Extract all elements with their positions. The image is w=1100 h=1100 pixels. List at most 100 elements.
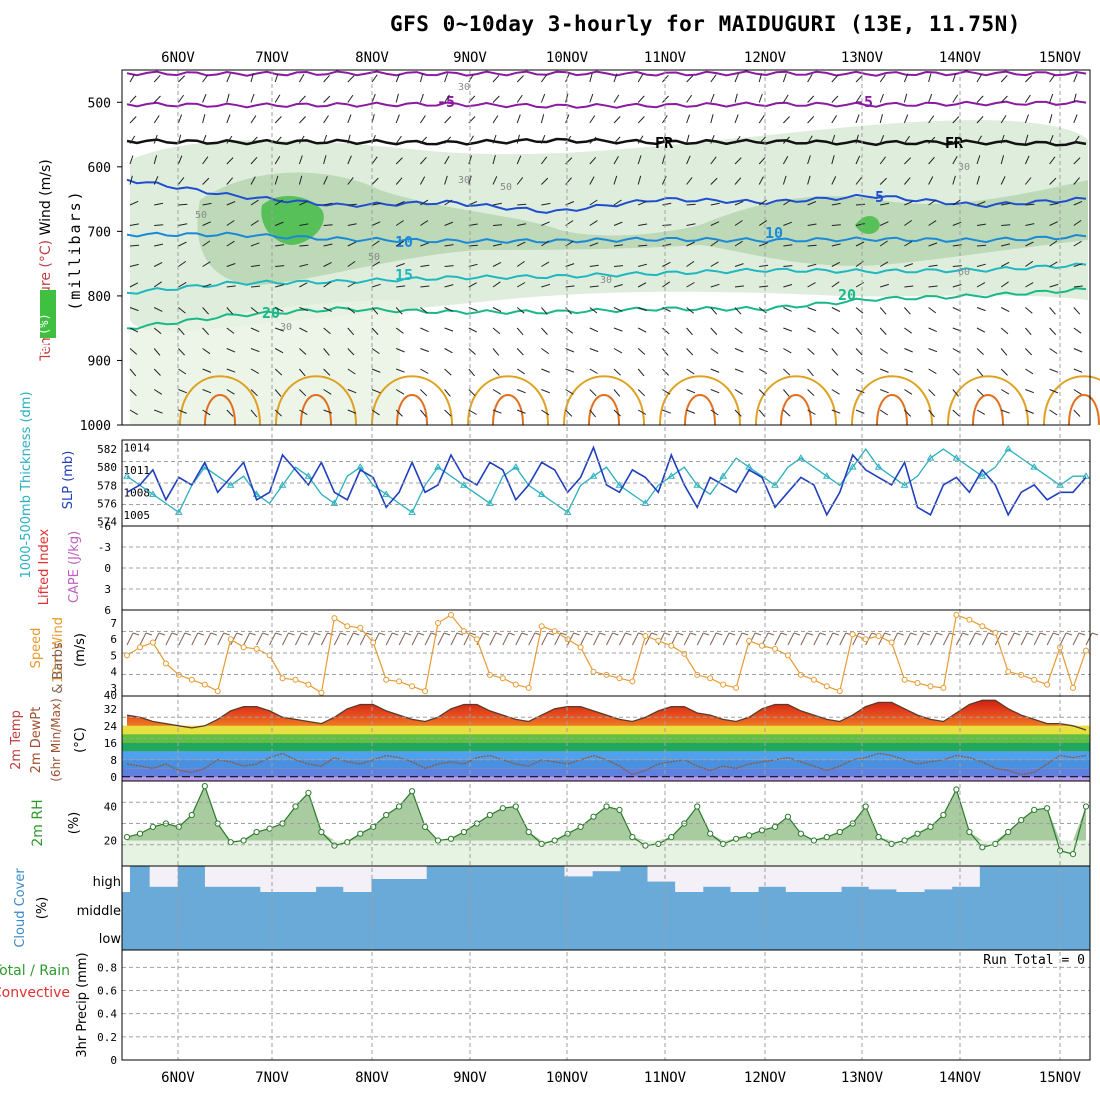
wind-barb — [855, 114, 860, 124]
wind-barb — [1001, 409, 1010, 414]
wind-barb — [734, 348, 744, 353]
wind-barb — [783, 244, 793, 247]
wind-barb — [395, 409, 403, 417]
wind-barb — [710, 93, 715, 103]
wind-speed-point — [1031, 676, 1038, 683]
wind-barb — [468, 175, 472, 185]
wind-barb — [347, 307, 356, 314]
wind-10m-barb — [619, 632, 626, 646]
wind-10m-barb — [936, 632, 943, 636]
wind-10m-barb — [282, 632, 289, 646]
thickness-marker — [460, 481, 468, 488]
cloud-gap — [675, 866, 704, 892]
cloud-gap — [647, 866, 676, 882]
wind-10m-barb — [1085, 632, 1093, 646]
wind-barb — [1025, 260, 1034, 267]
wind-barb — [904, 409, 912, 417]
wind-barb — [420, 389, 428, 397]
wind-barb — [226, 240, 235, 247]
wind-barb — [153, 327, 162, 335]
wind-barb — [952, 348, 961, 354]
wind-barb — [178, 307, 186, 314]
wind-barb — [275, 221, 284, 226]
wind-barb — [928, 242, 938, 247]
wind-barb — [638, 200, 647, 206]
wind-speed-point — [1083, 647, 1089, 654]
wind-barb — [347, 134, 351, 144]
wind-barb — [1025, 327, 1032, 336]
wind-speed-point — [201, 681, 208, 688]
wind-barb — [226, 368, 236, 373]
wind-barb — [734, 389, 743, 395]
wind-barb — [153, 155, 158, 165]
wind-barb — [541, 156, 548, 165]
pressure-axis-label: (millibars) — [66, 189, 84, 310]
wind-barb — [202, 368, 212, 373]
wind-barb — [420, 156, 427, 165]
wind-10m-barb — [631, 632, 639, 646]
wind-barb — [1049, 114, 1053, 124]
wind-barb — [153, 368, 161, 376]
wind-barb — [976, 74, 983, 83]
wind-barb — [855, 134, 859, 144]
wind-barb — [371, 156, 378, 165]
thickness-marker — [978, 472, 987, 479]
precip-tick: 0.8 — [97, 961, 117, 974]
rh-point — [201, 783, 208, 790]
wind-barb — [758, 327, 768, 333]
wind-barb — [1024, 155, 1030, 165]
wind-barb — [928, 156, 935, 165]
wind-10m-barb — [793, 632, 801, 636]
wind-barb — [1049, 135, 1054, 144]
date-label-top: 13NOV — [841, 50, 884, 66]
wind-10m-barb — [703, 632, 710, 636]
rh-point — [810, 837, 818, 844]
wind-barb — [831, 409, 841, 414]
isotherm-30 — [684, 394, 716, 426]
wind-barb — [565, 135, 572, 144]
isotherm-line — [126, 100, 1087, 109]
date-label-top: 8NOV — [355, 50, 389, 66]
wind-barb — [129, 409, 138, 416]
wind-barb — [662, 368, 670, 376]
wind-barb — [541, 177, 549, 185]
wind-barb — [420, 409, 427, 418]
wind-barb — [420, 199, 429, 206]
cloud-gap — [122, 866, 130, 892]
wind-10m-barb — [741, 632, 749, 636]
wind-barb — [444, 368, 452, 376]
wind-barb — [637, 327, 647, 333]
wind-barb — [758, 136, 766, 144]
wind-barb — [395, 114, 400, 124]
wind-barb — [807, 116, 815, 124]
wind-barb — [879, 327, 887, 335]
wind-10m-barb — [690, 632, 697, 636]
thickness-marker — [1004, 445, 1013, 452]
wind-barb — [274, 199, 283, 206]
wind-barb — [347, 155, 352, 165]
wind-barb — [420, 348, 429, 353]
wind-barb — [565, 285, 575, 288]
rh-point — [940, 811, 947, 819]
temp-line — [126, 699, 1087, 731]
wind-10m-barb — [301, 632, 308, 636]
wind-barb — [758, 368, 768, 375]
cloud-unit-label: (%) — [35, 897, 50, 920]
wind-barb — [637, 282, 647, 288]
wind-barb — [395, 327, 404, 334]
wind-barb — [275, 265, 285, 267]
wind-10m-barb — [677, 632, 684, 636]
wind-barb — [855, 389, 865, 394]
wind-barb — [686, 389, 696, 394]
wind-barb — [202, 177, 210, 185]
isotherm-30 — [780, 394, 812, 426]
cloud-gap — [924, 866, 953, 890]
wind-barb — [492, 176, 498, 185]
wind-barb — [831, 327, 839, 335]
wind-barb — [1073, 114, 1078, 124]
wind-barb — [710, 389, 720, 394]
wind-barb — [1025, 368, 1034, 375]
wind-speed-point — [124, 652, 130, 659]
wind-barb — [323, 243, 333, 247]
wind-barb — [855, 94, 862, 103]
